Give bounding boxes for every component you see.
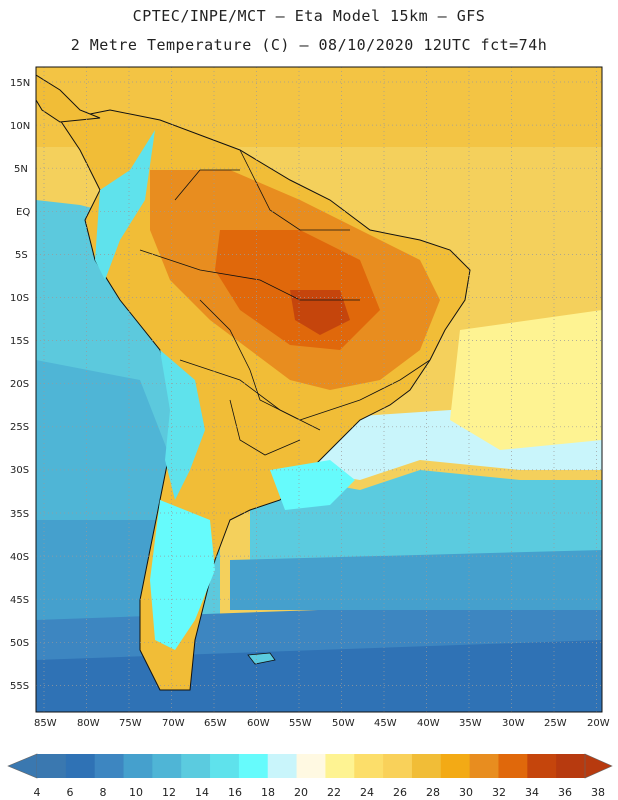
colorbar-label: 22	[327, 786, 341, 799]
lat-label: 30S	[10, 465, 29, 476]
colorbar-swatch	[210, 754, 240, 778]
colorbar-swatch	[469, 754, 499, 778]
lat-label: 40S	[10, 552, 29, 563]
title-line-2: 2 Metre Temperature (C) – 08/10/2020 12U…	[70, 36, 548, 54]
colorbar-swatch	[354, 754, 384, 778]
lon-label: 25W	[544, 718, 567, 729]
colorbar-swatch	[498, 754, 528, 778]
continent-central-america	[36, 74, 101, 123]
field-south-atlantic-colder	[230, 550, 602, 610]
colorbar-label: 32	[492, 786, 506, 799]
colorbar-label: 12	[162, 786, 176, 799]
colorbar-labels: 4 6 8 10 12 14 16 18 20 22 24 26 28 30 3…	[34, 786, 606, 799]
colorbar-swatch	[94, 754, 125, 778]
lat-label: 45S	[10, 595, 29, 606]
lon-label: 60W	[247, 718, 270, 729]
lon-label: 70W	[162, 718, 185, 729]
colorbar-swatch	[267, 754, 298, 778]
colorbar-swatch	[556, 754, 586, 778]
lat-label: 50S	[10, 638, 29, 649]
colorbar-swatch	[181, 754, 211, 778]
colorbar-label: 10	[129, 786, 143, 799]
lat-label: 10N	[10, 121, 30, 132]
lon-label: 75W	[119, 718, 142, 729]
lat-label: 15S	[10, 336, 29, 347]
colorbar-label: 36	[558, 786, 572, 799]
colorbar-label: 20	[294, 786, 308, 799]
colorbar-label: 4	[34, 786, 41, 799]
colorbar-swatch	[383, 754, 413, 778]
latitude-labels: 15N 10N 5N EQ 5S 10S 15S 20S 25S 30S 35S…	[10, 78, 30, 692]
lat-label: 35S	[10, 509, 29, 520]
colorbar-label: 18	[261, 786, 275, 799]
colorbar-swatch	[37, 754, 67, 778]
lon-label: 80W	[77, 718, 100, 729]
lon-label: 35W	[459, 718, 482, 729]
colorbar-label: 14	[195, 786, 209, 799]
colorbar-label: 38	[591, 786, 605, 799]
field-andes-north	[95, 130, 155, 280]
colorbar-label: 26	[393, 786, 407, 799]
colorbar-label: 16	[228, 786, 242, 799]
colorbar-swatch	[440, 754, 471, 778]
colorbar-swatch	[65, 754, 96, 778]
lon-label: 50W	[332, 718, 355, 729]
colorbar-label: 34	[525, 786, 539, 799]
lon-label: 85W	[34, 718, 57, 729]
colorbar-label: 28	[426, 786, 440, 799]
colorbar-swatch	[123, 754, 153, 778]
colorbar-swatch	[527, 754, 557, 778]
colorbar-swatch	[238, 754, 269, 778]
lat-label: 5S	[15, 250, 28, 261]
lon-label: 20W	[587, 718, 610, 729]
field-patagonia	[150, 500, 215, 650]
lat-label: 5N	[14, 164, 28, 175]
colorbar-label: 8	[100, 786, 107, 799]
lat-label: 25S	[10, 422, 29, 433]
field-hot-core	[290, 290, 350, 335]
colorbar-swatch	[325, 754, 355, 778]
lon-label: 55W	[289, 718, 312, 729]
colorbar-swatch	[296, 754, 326, 778]
lat-label: 15N	[10, 78, 30, 89]
title-line-1: CPTEC/INPE/MCT – Eta Model 15km – GFS	[132, 7, 486, 25]
map-area	[36, 67, 602, 712]
map-frame	[35, 66, 603, 713]
field-uruguay-cool	[270, 460, 355, 510]
colorbar	[7, 753, 613, 779]
colorbar-label: 24	[360, 786, 374, 799]
colorbar-swatch	[411, 754, 442, 778]
colorbar-label: 30	[459, 786, 473, 799]
lat-label: 20S	[10, 379, 29, 390]
lon-label: 40W	[417, 718, 440, 729]
lon-label: 65W	[204, 718, 227, 729]
colorbar-arrow-left	[7, 753, 38, 779]
lat-label: 55S	[10, 681, 29, 692]
lat-label: 10S	[10, 293, 29, 304]
colorbar-arrow-right	[584, 753, 613, 779]
colorbar-label: 6	[67, 786, 74, 799]
lon-label: 45W	[374, 718, 397, 729]
country-borders	[139, 149, 431, 456]
colorbar-swatch	[152, 754, 182, 778]
falkland-islands	[247, 652, 276, 665]
longitude-labels: 85W 80W 75W 70W 65W 60W 55W 50W 45W 40W …	[34, 718, 610, 729]
lon-label: 30W	[502, 718, 525, 729]
lat-label: EQ	[16, 207, 30, 218]
field-atlantic-mild	[450, 310, 602, 450]
